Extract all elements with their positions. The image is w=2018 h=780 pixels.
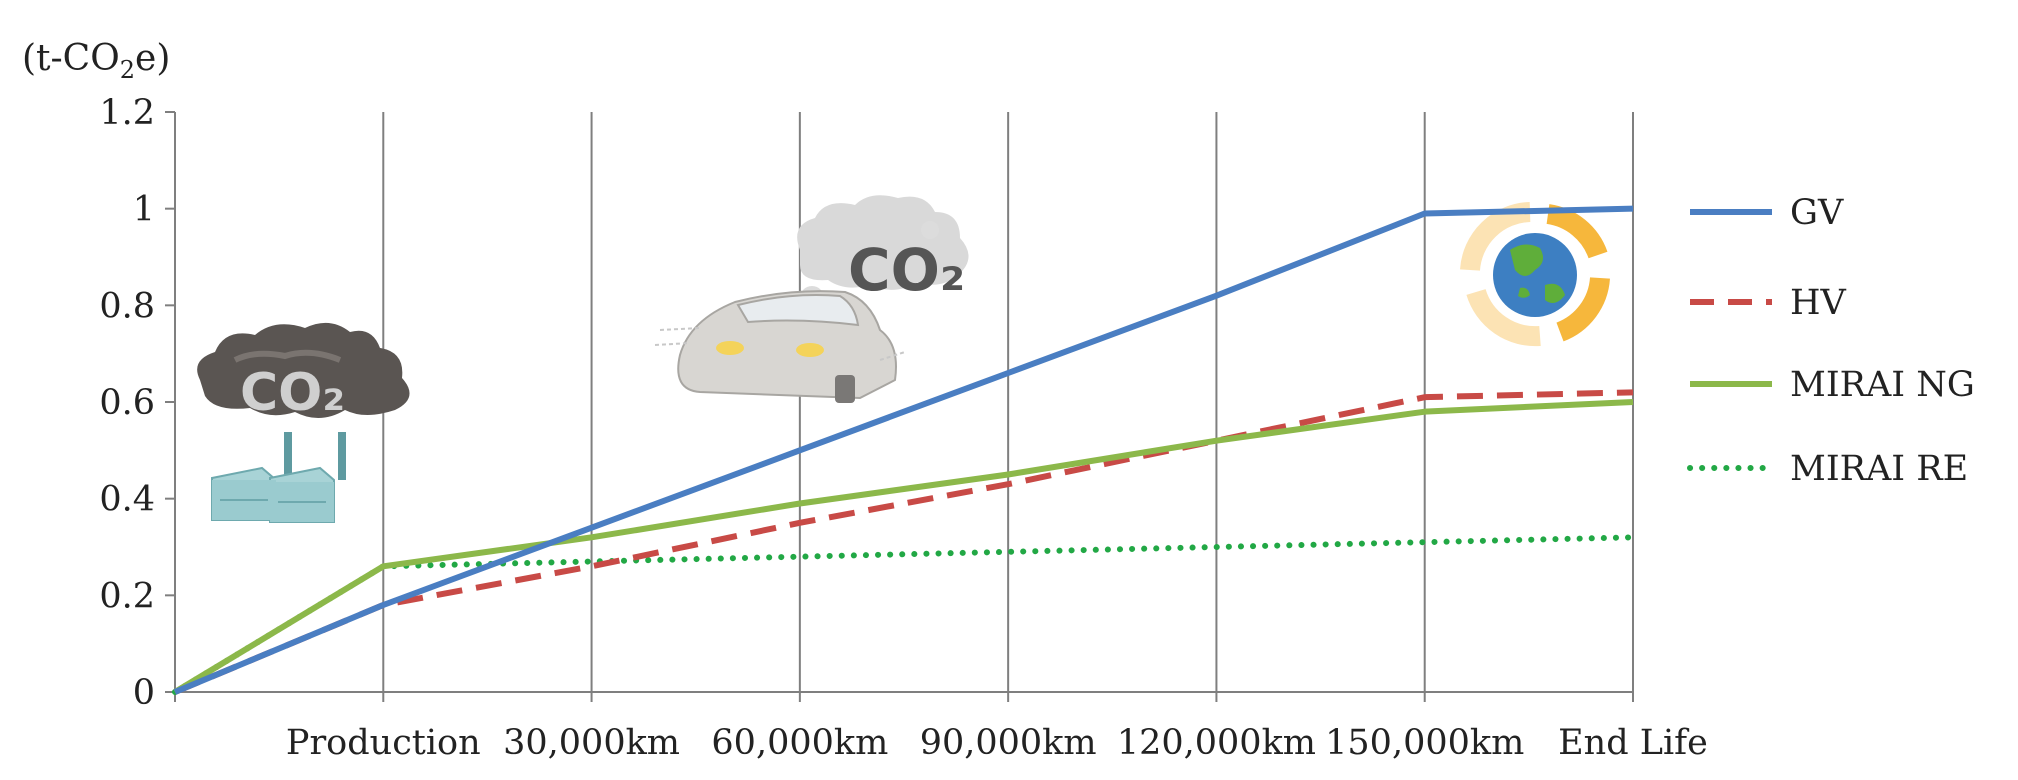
series-line-hv [173,389,1634,695]
series-line-gv [173,205,1634,695]
legend-label-hv: HV [1790,283,1847,323]
factory-co2-text: CO₂ [240,363,345,423]
factory-icon: CO₂ [197,322,410,523]
x-tick-labels: Production 30,000km 60,000km 90,000km 120,00… [286,723,1708,763]
axes [165,111,1634,702]
x-tick-label: 150,000km [1325,723,1524,763]
legend-label-gv: GV [1790,193,1844,233]
legend: GV HV MIRAI NG MIRAI RE [1687,193,1975,489]
x-tick-label: 120,000km [1117,723,1316,763]
x-tick-label: End Life [1558,723,1708,763]
series-line-mirai-re [172,534,1636,695]
car-icon: CO₂ [654,195,969,403]
y-axis-unit-label: (t-CO2e) [22,38,170,84]
grid-lines [382,112,1634,692]
x-tick-label: 90,000km [920,723,1097,763]
car-co2-text: CO₂ [848,236,965,304]
y-tick-label: 0.4 [99,480,155,520]
x-tick-label: Production [286,723,481,763]
y-tick-label: 1.2 [99,93,155,133]
y-tick-label: 0.8 [99,286,155,326]
y-tick-label: 1 [133,190,155,230]
x-tick-label: 60,000km [711,723,888,763]
legend-label-mirai-re: MIRAI RE [1790,449,1968,489]
series-line-mirai-ng [173,399,1634,695]
y-tick-label: 0.6 [99,383,155,423]
x-tick-label: 30,000km [503,723,680,763]
y-tick-label: 0 [133,673,155,713]
recycle-globe-icon [1460,202,1610,347]
series-lines [172,205,1636,695]
legend-label-mirai-ng: MIRAI NG [1790,365,1975,405]
y-tick-labels: 0 0.2 0.4 0.6 0.8 1 1.2 [99,93,155,713]
y-tick-label: 0.2 [99,576,155,616]
